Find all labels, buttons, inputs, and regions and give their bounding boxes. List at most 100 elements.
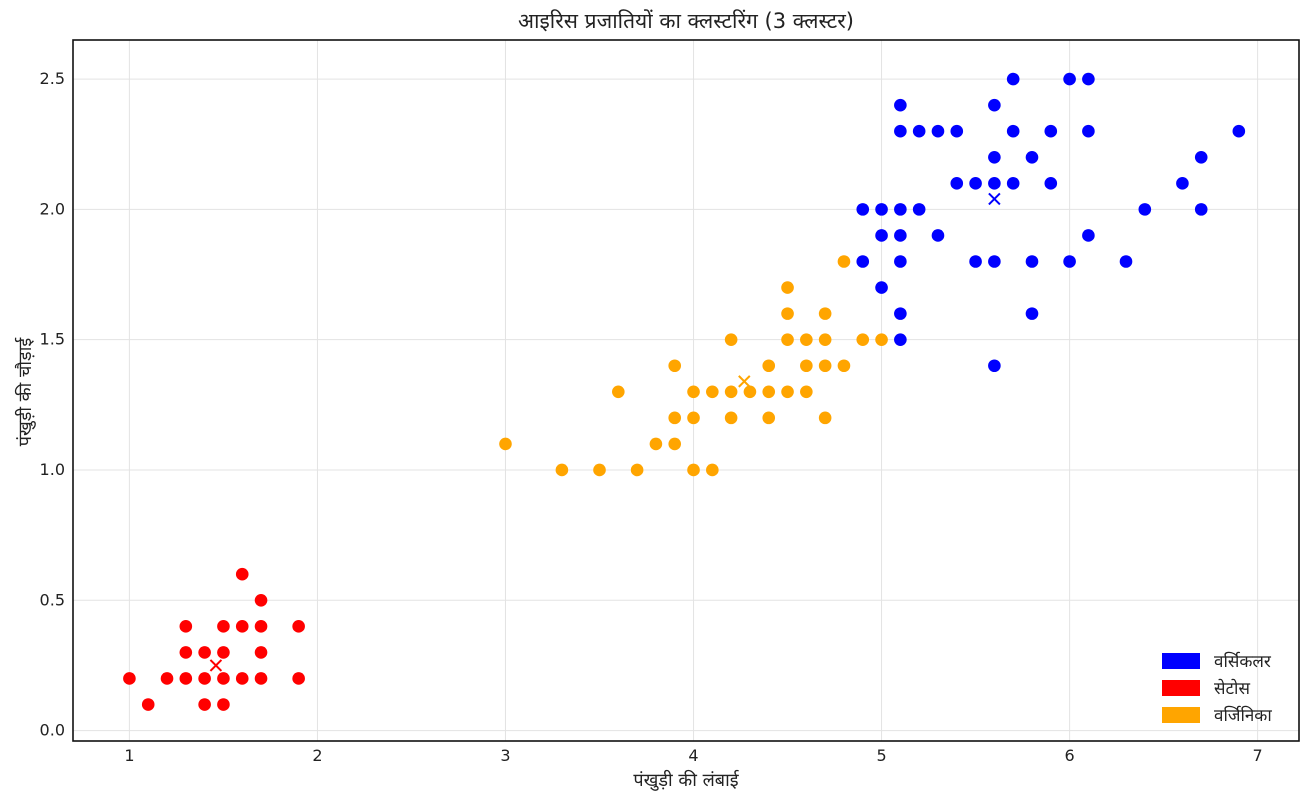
data-point	[950, 124, 964, 138]
data-point	[668, 437, 682, 451]
x-axis-ticks: 1 2 3 4 5 6 7	[124, 746, 1262, 765]
chart-title: आइरिस प्रजातियों का क्लस्टरिंग (3 क्लस्ट…	[518, 9, 854, 33]
data-point	[969, 177, 982, 190]
data-point	[894, 255, 907, 268]
data-point	[217, 698, 230, 711]
data-point	[1025, 307, 1039, 320]
data-point	[123, 672, 136, 685]
x-tick-label: 2	[312, 746, 322, 765]
data-point	[612, 385, 625, 399]
data-point	[1082, 229, 1095, 242]
data-point	[988, 255, 1001, 268]
data-point	[894, 124, 907, 138]
data-point	[894, 307, 907, 320]
data-point	[800, 333, 813, 346]
legend-swatch	[1162, 653, 1200, 669]
data-point	[724, 333, 738, 346]
data-point	[1006, 124, 1020, 138]
data-point	[630, 463, 644, 477]
data-point	[1025, 150, 1039, 164]
y-tick-label: 2.5	[40, 69, 65, 88]
data-point	[235, 620, 249, 633]
data-point	[724, 385, 738, 399]
data-point	[668, 411, 682, 425]
data-point	[198, 672, 211, 685]
data-point	[856, 255, 870, 268]
data-point	[1176, 177, 1189, 190]
data-point	[1232, 124, 1246, 138]
data-point	[141, 698, 155, 711]
legend-label: वर्सिकलर	[1214, 651, 1272, 672]
x-tick-label: 7	[1253, 746, 1263, 765]
data-point	[198, 646, 211, 659]
data-point	[179, 620, 193, 633]
data-point	[1082, 124, 1095, 138]
data-point	[235, 672, 249, 685]
data-point	[1063, 255, 1076, 268]
data-point	[1006, 72, 1020, 86]
data-point	[706, 385, 719, 399]
x-tick-label: 5	[876, 746, 886, 765]
data-point	[1006, 177, 1020, 190]
y-tick-label: 1.0	[40, 460, 65, 479]
centroid-marker	[209, 659, 223, 672]
data-point	[894, 98, 907, 112]
data-point	[912, 203, 926, 216]
data-point	[988, 98, 1001, 112]
data-point	[217, 620, 230, 633]
data-point	[687, 463, 700, 477]
data-point	[1063, 72, 1076, 86]
data-point	[160, 672, 174, 685]
grid	[73, 40, 1299, 741]
data-point	[292, 620, 305, 633]
y-tick-label: 0.0	[40, 721, 65, 740]
legend-label: सेटोस	[1214, 678, 1250, 699]
data-point	[781, 281, 794, 294]
data-point	[856, 203, 870, 216]
data-point	[856, 333, 870, 346]
data-point	[179, 672, 193, 685]
data-point	[555, 463, 569, 477]
centroid-marker	[988, 192, 1001, 206]
data-point	[931, 124, 945, 138]
legend-swatch	[1162, 680, 1200, 696]
data-point	[179, 646, 193, 659]
data-point	[894, 203, 907, 216]
data-point	[969, 255, 982, 268]
data-point	[894, 333, 907, 346]
data-point	[1025, 255, 1039, 268]
data-point	[875, 229, 888, 242]
data-point	[1044, 124, 1058, 138]
x-tick-label: 1	[124, 746, 134, 765]
data-point	[988, 150, 1001, 164]
data-point	[837, 255, 851, 268]
data-point	[254, 620, 268, 633]
data-point	[912, 124, 926, 138]
x-tick-label: 6	[1065, 746, 1075, 765]
data-point	[1194, 203, 1208, 216]
x-axis-title: पंखुड़ी की लंबाई	[633, 769, 739, 791]
x-tick-label: 4	[688, 746, 698, 765]
data-point	[1044, 177, 1058, 190]
y-axis-title: पंखुड़ी की चौड़ाई	[14, 337, 36, 447]
data-point	[687, 385, 700, 399]
data-point	[668, 359, 682, 373]
data-point	[781, 307, 794, 320]
y-tick-label: 0.5	[40, 590, 65, 609]
data-point	[988, 359, 1001, 373]
data-point	[762, 385, 776, 399]
data-point	[875, 203, 888, 216]
data-point	[781, 333, 794, 346]
data-point	[198, 698, 211, 711]
centroid-marker	[738, 375, 751, 388]
data-point	[235, 567, 249, 581]
data-point	[649, 437, 663, 451]
data-point	[931, 229, 945, 242]
data-point	[1082, 72, 1095, 86]
data-point	[818, 411, 832, 425]
data-point	[837, 359, 851, 373]
data-point	[499, 437, 512, 451]
plot-frame	[72, 39, 1300, 742]
data-point	[1138, 203, 1152, 216]
